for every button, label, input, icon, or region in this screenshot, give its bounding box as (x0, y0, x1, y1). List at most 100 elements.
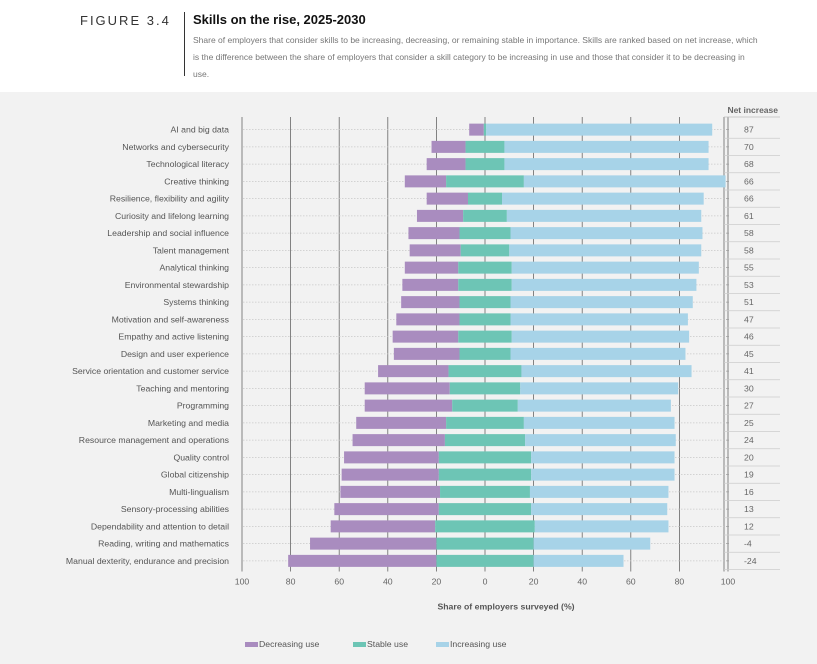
net-value: 25 (744, 418, 754, 428)
x-axis-title: Share of employers surveyed (%) (437, 602, 574, 612)
net-value: 30 (744, 383, 754, 393)
figure-label: FIGURE 3.4 (80, 13, 171, 28)
net-value: 20 (744, 452, 754, 462)
bar-increasing (533, 554, 624, 567)
category-label: Reading, writing and mathematics (98, 539, 230, 549)
bar-increasing (531, 503, 668, 516)
bar-stable (448, 365, 522, 378)
bar-increasing (502, 192, 704, 205)
net-value: 46 (744, 332, 754, 342)
x-tick-label: 0 (483, 577, 488, 587)
bar-decreasing (404, 175, 447, 188)
chart-area: Net increase AI and big data 87 Networks an… (0, 92, 817, 664)
category-label: Technological literacy (146, 159, 229, 169)
legend-label-decreasing: Decreasing use (259, 639, 320, 649)
category-label: AI and big data (171, 125, 230, 135)
bar-increasing (517, 399, 671, 412)
net-value: 12 (744, 521, 754, 531)
bar-decreasing (469, 123, 484, 136)
bar-decreasing (426, 192, 468, 205)
net-value: -4 (744, 539, 752, 549)
category-label: Environmental stewardship (125, 280, 229, 290)
bar-decreasing (392, 330, 459, 343)
category-label: Motivation and self-awareness (112, 314, 230, 324)
bar-stable (465, 158, 505, 171)
bar-increasing (511, 330, 690, 343)
bar-increasing (486, 123, 713, 136)
x-tick-label: 20 (432, 577, 442, 587)
bar-increasing (529, 485, 669, 498)
net-value: -24 (744, 556, 757, 566)
bar-increasing (523, 416, 675, 429)
category-label: Talent management (153, 245, 230, 255)
category-label: Quality control (173, 452, 229, 462)
bar-decreasing (431, 140, 466, 153)
net-value: 58 (744, 245, 754, 255)
bar-increasing (523, 175, 726, 188)
net-value: 24 (744, 435, 754, 445)
net-value: 16 (744, 487, 754, 497)
category-label: Networks and cybersecurity (122, 142, 229, 152)
bar-decreasing (396, 313, 460, 326)
category-label: Manual dexterity, endurance and precisio… (66, 556, 229, 566)
bar-increasing (531, 451, 675, 464)
bar-stable (436, 537, 534, 550)
bar-increasing (510, 347, 686, 360)
bar-decreasing (341, 468, 439, 481)
bar-decreasing (401, 296, 460, 309)
bar-decreasing (393, 347, 460, 360)
x-tick-label: 80 (286, 577, 296, 587)
x-tick-label: 100 (235, 577, 250, 587)
category-label: Multi-lingualism (169, 487, 229, 497)
figure-subtitle: Share of employers that consider skills … (193, 35, 758, 79)
bar-increasing (506, 209, 702, 222)
figure-title: Skills on the rise, 2025-2030 (193, 12, 366, 27)
net-value: 68 (744, 159, 754, 169)
bar-decreasing (378, 365, 449, 378)
x-tick-label: 100 (721, 577, 736, 587)
net-value: 58 (744, 228, 754, 238)
category-label: Dependability and attention to detail (91, 521, 229, 531)
bar-stable (435, 520, 535, 533)
category-label: Design and user experience (121, 349, 229, 359)
bar-stable (438, 468, 532, 481)
net-value: 66 (744, 194, 754, 204)
bar-increasing (504, 140, 709, 153)
bar-chart: Net increase AI and big data 87 Networks an… (66, 105, 780, 649)
bar-decreasing (330, 520, 436, 533)
category-label: Analytical thinking (159, 263, 229, 273)
category-label: Global citizenship (161, 470, 229, 480)
x-tick-label: 60 (626, 577, 636, 587)
header-divider (184, 12, 185, 76)
bar-decreasing (356, 416, 447, 429)
bar-increasing (510, 313, 688, 326)
net-value: 47 (744, 314, 754, 324)
bar-stable (449, 382, 521, 395)
bar-stable (459, 313, 511, 326)
bar-increasing (509, 244, 702, 257)
category-label: Resource management and operations (79, 435, 230, 445)
bar-stable (458, 278, 512, 291)
bar-stable (463, 209, 507, 222)
bar-increasing (504, 158, 709, 171)
net-value: 61 (744, 211, 754, 221)
bar-decreasing (402, 278, 459, 291)
category-label: Leadership and social influence (107, 228, 229, 238)
bar-stable (440, 485, 530, 498)
net-value: 53 (744, 280, 754, 290)
figure-header: FIGURE 3.4 Skills on the rise, 2025-2030… (0, 0, 817, 92)
legend-label-stable: Stable use (367, 639, 408, 649)
bar-stable (483, 123, 487, 136)
bar-stable (459, 296, 511, 309)
bar-stable (467, 192, 503, 205)
net-value: 19 (744, 470, 754, 480)
category-label: Programming (177, 401, 229, 411)
bar-stable (438, 503, 532, 516)
category-label: Resilience, flexibility and agility (110, 194, 230, 204)
bar-stable (438, 451, 532, 464)
bar-increasing (510, 227, 703, 240)
x-tick-label: 40 (577, 577, 587, 587)
bar-stable (436, 554, 534, 567)
bar-increasing (534, 520, 669, 533)
x-tick-label: 60 (334, 577, 344, 587)
